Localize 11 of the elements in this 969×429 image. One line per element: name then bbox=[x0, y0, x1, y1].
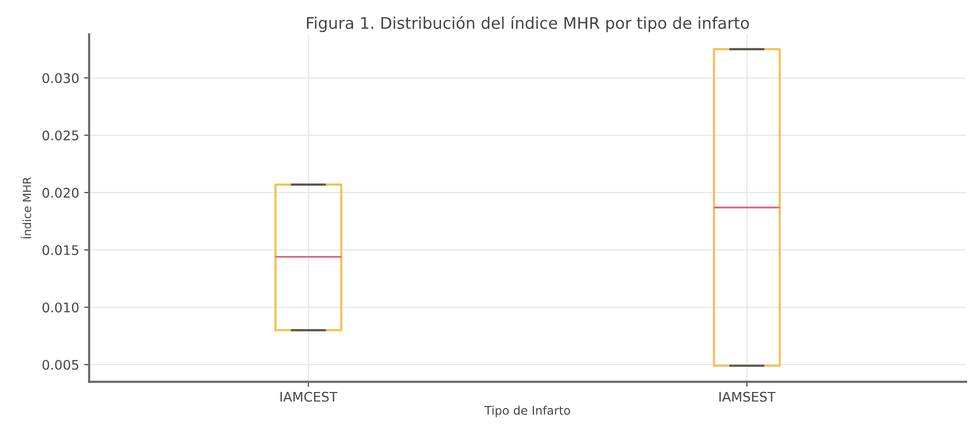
y-tick-label: 0.010 bbox=[42, 302, 79, 312]
y-axis-title: Índice MHR bbox=[20, 177, 32, 238]
chart-title: Figura 1. Distribución del índice MHR por tipo de infarto bbox=[307, 16, 749, 32]
y-tick-label: 0.005 bbox=[42, 360, 78, 370]
x-axis-title: Tipo de Infarto bbox=[484, 406, 570, 418]
y-tick-label: 0.025 bbox=[42, 130, 78, 140]
x-tick-label: IAMSEST bbox=[719, 392, 776, 402]
x-tick-label: IAMCEST bbox=[280, 392, 338, 402]
y-tick-label: 0.015 bbox=[42, 245, 78, 256]
y-tick-label: 0.030 bbox=[42, 73, 79, 84]
y-tick-label: 0.020 bbox=[42, 188, 79, 198]
